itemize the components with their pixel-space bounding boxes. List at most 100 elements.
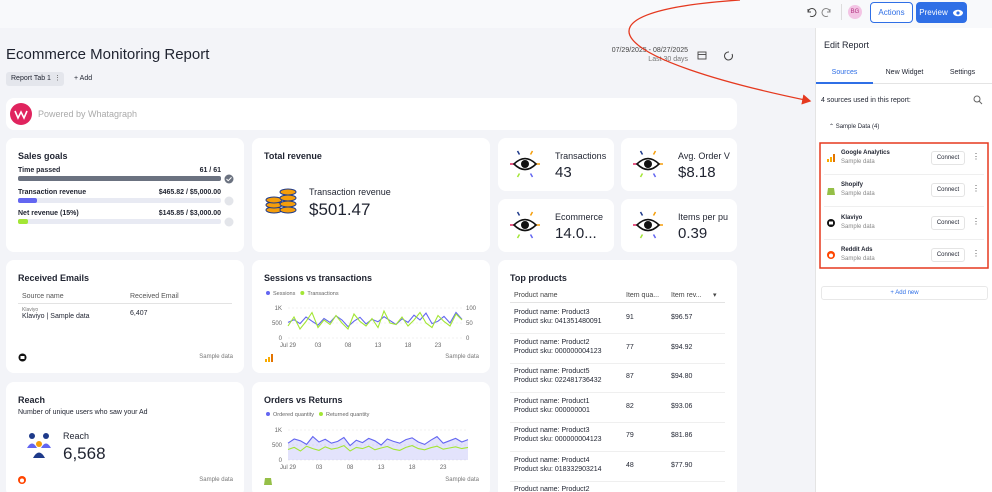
connect-button[interactable]: Connect [931, 183, 965, 198]
kpi-label: Items per pu [678, 212, 729, 222]
tab-menu[interactable]: ⋮ [54, 75, 61, 82]
column-header: Item qua... [626, 292, 660, 299]
bar [827, 159, 829, 162]
ray [652, 234, 657, 239]
tab[interactable]: Sources [831, 69, 858, 76]
eye-icon [510, 211, 540, 239]
reddit-icon [18, 476, 26, 484]
product-sku: Product sku: 000000001 [514, 406, 590, 414]
column-header: Received Email [130, 293, 179, 300]
y2-tick-label: 0 [466, 336, 470, 342]
y-tick-label: 1K [275, 428, 282, 434]
footer: Sample data [445, 477, 479, 483]
source-icon [827, 218, 835, 227]
sales-goals-card: Sales goals Time passed 61 / 61 Transactio… [6, 138, 244, 252]
product-revenue: $96.57 [671, 314, 693, 321]
goal-bar [18, 197, 37, 203]
product-qty: 87 [626, 373, 634, 380]
add-tab[interactable]: + Add [74, 75, 93, 82]
source-sub: Sample data [841, 255, 875, 262]
x-tick-label: 13 [378, 465, 385, 471]
total-revenue-card: Total revenue Transaction revenue $501.4… [252, 138, 490, 252]
ray [529, 150, 534, 155]
source-name: Klaviyo | Sample data [22, 313, 90, 320]
x-tick-label: 03 [316, 465, 323, 471]
series-line [287, 435, 469, 447]
metric-label: Reach [63, 431, 90, 441]
divider [841, 4, 842, 20]
series-line [287, 309, 463, 331]
connect-button[interactable]: Connect [931, 215, 965, 230]
chart: 0 500 1K 0 50 100 Jul 29 03 08 13 18 23 Sessions Tran… [266, 291, 477, 349]
tab[interactable]: New Widget [885, 69, 924, 76]
tab-label: Report Tab 1 [11, 75, 51, 82]
ray [516, 211, 521, 216]
pupil [644, 221, 652, 229]
goal-label: Time passed [18, 167, 61, 174]
header-icons[interactable] [696, 50, 736, 62]
date-range[interactable]: 07/29/2025 - 08/27/2025 [611, 47, 688, 54]
x-tick-label: 03 [315, 343, 322, 349]
divider [18, 303, 232, 304]
product-name: Product name: Product3 [514, 309, 590, 316]
goal-status [224, 217, 234, 227]
kpi-label: Ecommerce [555, 212, 604, 222]
source-menu[interactable]: ⋮ [972, 152, 980, 161]
add-new[interactable]: + Add new [821, 286, 988, 300]
logo [10, 103, 32, 125]
goal-value: $145.85 / $3,000.00 [158, 210, 221, 217]
x-tick-label: 18 [405, 343, 412, 349]
goal-value: $465.82 / $5,000.00 [158, 188, 221, 196]
eye-icon [510, 150, 540, 178]
row-divider [510, 480, 725, 482]
x-tick-label: 08 [347, 465, 354, 471]
goal-label: Net revenue (15%) [18, 210, 79, 217]
search-icon[interactable] [973, 95, 983, 105]
connect-button[interactable]: Connect [931, 151, 965, 165]
source-menu[interactable]: ⋮ [972, 248, 980, 258]
footer: Sample data [199, 354, 233, 360]
ga-icon [265, 354, 273, 362]
sort-icon[interactable]: ▾ [713, 292, 717, 299]
column-header: Product name [514, 292, 558, 299]
eye-icon [633, 150, 663, 178]
source-sub: Sample data [841, 223, 875, 230]
pupil [521, 160, 529, 168]
banner: Powered by Whatagraph [6, 98, 737, 130]
product-sku: Product sku: 041351480091 [514, 318, 602, 325]
y-tick-label: 1K [275, 306, 282, 312]
goal-track [18, 197, 221, 203]
ray [529, 234, 534, 239]
product-sku: Product sku: 000000004123 [514, 347, 602, 355]
source-menu[interactable]: ⋮ [972, 184, 980, 194]
check [226, 177, 232, 182]
ray [529, 173, 534, 178]
edit-panel: Edit Report Sources New Widget Settings … [815, 28, 992, 492]
source-menu[interactable]: ⋮ [972, 216, 980, 226]
bag [827, 188, 835, 196]
legend-swatch [318, 412, 323, 416]
product-sku: Product sku: 018332903214 [514, 465, 602, 473]
row-divider [824, 206, 984, 208]
avatar[interactable]: BG [848, 5, 862, 19]
tab[interactable]: Settings [949, 69, 976, 76]
connect-button[interactable]: Connect [931, 247, 965, 262]
source-icon [827, 154, 835, 162]
footer: Sample data [199, 477, 233, 483]
card-subtitle: Number of unique users who saw your Ad [18, 409, 148, 416]
product-name: Product name: Product4 [514, 456, 590, 464]
source-sub: Sample data [841, 159, 875, 165]
row-divider [824, 174, 984, 175]
shopify-icon [264, 478, 272, 485]
preview-button[interactable]: Preview [916, 2, 967, 23]
eye-icon [952, 9, 963, 16]
goal-bar [18, 219, 28, 224]
undo-redo[interactable] [804, 5, 834, 19]
actions-button[interactable]: Actions [870, 2, 913, 23]
kpi-value: 0.39 [678, 225, 708, 242]
goal-status [224, 196, 234, 205]
group-label[interactable]: ⌃ Sample Data (4) [829, 124, 880, 130]
card-title: Top products [510, 273, 567, 283]
tab[interactable]: Report Tab 1 ⋮ [6, 72, 64, 86]
source-icon [827, 188, 835, 196]
